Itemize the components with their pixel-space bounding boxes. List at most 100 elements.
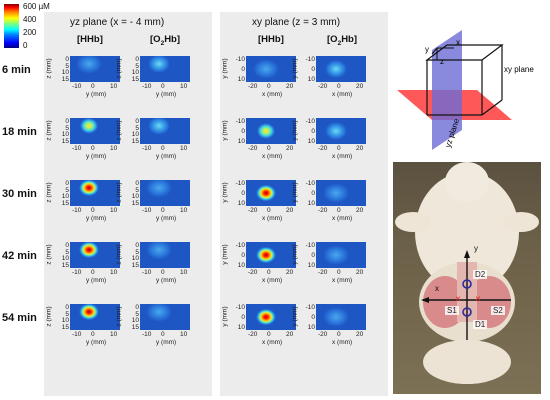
- xy-hhb-ytick-2-1: 0: [241, 190, 245, 197]
- yz-hhb-heatmap-0: [70, 56, 120, 82]
- yz-o2hb-xtick-3-2: 10: [180, 269, 188, 276]
- yz-o2hb-ylabel-4: z (mm): [115, 306, 123, 327]
- xy-hhb-xtick-4-1: 0: [267, 331, 271, 338]
- yz-o2hb-ytick-4-2: 10: [131, 317, 139, 325]
- row-label-3: 42 min: [2, 250, 37, 262]
- xy-hhb-xtick-4-2: 20: [286, 331, 294, 338]
- xy-hhb-xlabel-1: x (mm): [262, 153, 283, 160]
- xy-hhb-xtick-4-0: -20: [248, 331, 258, 338]
- yz-o2hb-ytick-4-0: 0: [135, 304, 139, 311]
- xy-o2hb-heatmap-4: [316, 304, 366, 330]
- xy-o2hb-ylabel-2: y (mm): [291, 182, 299, 203]
- yz-hhb-ytick-1-0: 0: [65, 118, 69, 125]
- yz-o2hb-ytick-1-1: 5: [135, 124, 139, 132]
- yz-hhb-xtick-1-1: 0: [91, 145, 95, 152]
- xy-o2hb-ytick-3-2: 10: [307, 262, 315, 269]
- xy-hhb-xtick-2-0: -20: [248, 207, 258, 214]
- xy-o2hb-xtick-4-1: 0: [337, 331, 341, 338]
- yz-hhb-ytick-0-0: 0: [65, 56, 69, 63]
- xy-o2hb-xtick-1-2: 20: [356, 145, 364, 152]
- xy-o2hb-xlabel-1: x (mm): [332, 153, 353, 160]
- xy-hhb-xtick-3-2: 20: [286, 269, 294, 276]
- xy-hhb-xtick-2-2: 20: [286, 207, 294, 214]
- xy-o2hb-ylabel-1: y (mm): [291, 120, 299, 141]
- yz-o2hb-xtick-1-1: 0: [161, 145, 165, 152]
- xy-o2hb-heatmap-3: [316, 242, 366, 268]
- yz-hhb-ylabel-1: z (mm): [45, 120, 53, 141]
- yz-hhb-ytick-2-3: 15: [61, 200, 69, 207]
- xy-o2hb-ytick-4-0: -10: [305, 304, 315, 311]
- xy-hhb-header: [HHb]: [258, 34, 284, 45]
- xy-hhb-ylabel-1: y (mm): [221, 120, 229, 141]
- yz-hhb-ylabel-4: z (mm): [45, 306, 53, 327]
- yz-o2hb-heatmap-3: [140, 242, 190, 268]
- xy-o2hb-xtick-4-2: 20: [356, 331, 364, 338]
- axes-arrows: [431, 47, 454, 60]
- yz-o2hb-xtick-0-2: 10: [180, 83, 188, 90]
- xy-hhb-ytick-4-2: 10: [237, 324, 245, 331]
- yz-hhb-heatmap-2: [70, 180, 120, 206]
- yz-o2hb-xlabel-2: y (mm): [156, 215, 177, 222]
- yz-hhb-heatmap-4: [70, 304, 120, 330]
- yz-o2hb-xlabel-4: y (mm): [156, 339, 177, 346]
- xy-hhb-xtick-2-1: 0: [267, 207, 271, 214]
- yz-o2hb-xlabel-3: y (mm): [156, 277, 177, 284]
- xy-hhb-ytick-4-0: -10: [235, 304, 245, 311]
- xy-o2hb-heatmap-1: [316, 118, 366, 144]
- xy-o2hb-ytick-2-0: -10: [305, 180, 315, 187]
- yz-hhb-ytick-0-3: 15: [61, 76, 69, 83]
- xy-o2hb-xtick-2-1: 0: [337, 207, 341, 214]
- xy-o2hb-ytick-4-1: 0: [311, 314, 315, 321]
- yz-hhb-xtick-4-1: 0: [91, 331, 95, 338]
- yz-o2hb-ytick-2-3: 15: [131, 200, 139, 207]
- yz-o2hb-xtick-1-0: -10: [142, 145, 152, 152]
- yz-o2hb-heatmap-1: [140, 118, 190, 144]
- xy-o2hb-xlabel-2: x (mm): [332, 215, 353, 222]
- yz-o2hb-xtick-3-0: -10: [142, 269, 152, 276]
- xy-hhb-xtick-1-2: 20: [286, 145, 294, 152]
- xy-o2hb-xtick-2-0: -20: [318, 207, 328, 214]
- xy-hhb-ytick-0-0: -10: [235, 56, 245, 63]
- yz-o2hb-ytick-3-3: 15: [131, 262, 139, 269]
- yz-hhb-xtick-2-0: -10: [72, 207, 82, 214]
- yz-hhb-xlabel-0: y (mm): [86, 91, 107, 98]
- xy-o2hb-ytick-0-0: -10: [305, 56, 315, 63]
- xy-hhb-ylabel-3: y (mm): [221, 244, 229, 265]
- yz-o2hb-xtick-0-0: -10: [142, 83, 152, 90]
- yz-hhb-ytick-1-2: 10: [61, 131, 69, 139]
- animal-photo: × × y x D2 D1 S1 S2: [393, 162, 541, 394]
- xy-hhb-xtick-0-1: 0: [267, 83, 271, 90]
- xy-o2hb-xtick-4-0: -20: [318, 331, 328, 338]
- xy-o2hb-ytick-1-0: -10: [305, 118, 315, 125]
- yz-hhb-ytick-4-1: 5: [65, 310, 69, 318]
- yz-o2hb-xlabel-0: y (mm): [156, 91, 177, 98]
- yz-hhb-ylabel-2: z (mm): [45, 182, 53, 203]
- xy-o2hb-xtick-2-2: 20: [356, 207, 364, 214]
- yz-o2hb-header: [O2Hb]: [150, 34, 181, 47]
- yz-o2hb-ytick-1-0: 0: [135, 118, 139, 125]
- yz-o2hb-ytick-3-0: 0: [135, 242, 139, 249]
- xy-hhb-xtick-0-0: -20: [248, 83, 258, 90]
- yz-hhb-ytick-3-0: 0: [65, 242, 69, 249]
- xy-hhb-ytick-3-0: -10: [235, 242, 245, 249]
- yz-hhb-ylabel-3: z (mm): [45, 244, 53, 265]
- yz-o2hb-ytick-2-2: 10: [131, 193, 139, 201]
- yz-o2hb-xtick-2-0: -10: [142, 207, 152, 214]
- yz-hhb-xtick-1-0: -10: [72, 145, 82, 152]
- yz-o2hb-xtick-3-1: 0: [161, 269, 165, 276]
- xy-hhb-heatmap-3: [246, 242, 296, 268]
- xy-o2hb-xtick-1-0: -20: [318, 145, 328, 152]
- yz-o2hb-xtick-0-1: 0: [161, 83, 165, 90]
- xy-o2hb-ytick-2-2: 10: [307, 200, 315, 207]
- axis-y-label: y: [425, 45, 429, 54]
- animal-illustration: × ×: [395, 162, 539, 384]
- xy-hhb-xtick-1-0: -20: [248, 145, 258, 152]
- yz-hhb-xtick-0-2: 10: [110, 83, 118, 90]
- yz-o2hb-xtick-4-0: -10: [142, 331, 152, 338]
- xy-hhb-ytick-2-2: 10: [237, 200, 245, 207]
- axis-z-label: z: [440, 57, 444, 66]
- yz-hhb-ytick-3-1: 5: [65, 248, 69, 256]
- xy-o2hb-ytick-3-0: -10: [305, 242, 315, 249]
- svg-text:×: ×: [455, 294, 461, 305]
- xy-o2hb-ytick-4-2: 10: [307, 324, 315, 331]
